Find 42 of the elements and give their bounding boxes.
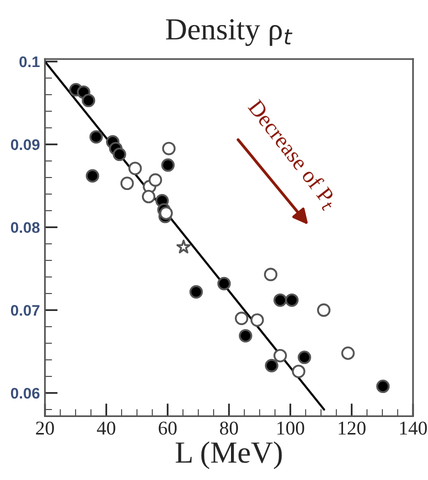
point bbox=[128, 162, 142, 176]
point bbox=[298, 350, 312, 364]
x-tick-label: 120 bbox=[338, 422, 366, 435]
point bbox=[273, 348, 287, 362]
x-axis-title: L (MeV) bbox=[176, 441, 282, 470]
point bbox=[161, 158, 175, 172]
point bbox=[120, 176, 134, 190]
point bbox=[264, 268, 278, 282]
point bbox=[142, 190, 156, 204]
chart-title: Density ρ$_{t}$ bbox=[166, 19, 292, 46]
point bbox=[238, 329, 252, 343]
x-tick-label: 60 bbox=[158, 422, 177, 435]
x-tick-label: 20 bbox=[36, 422, 54, 435]
point bbox=[264, 358, 278, 372]
point bbox=[234, 312, 248, 326]
point bbox=[148, 173, 162, 187]
x-tick-label: 140 bbox=[400, 422, 427, 435]
y-tick-label: 0.07 bbox=[10, 304, 40, 316]
point bbox=[82, 94, 96, 108]
y-tick-label: 0.1 bbox=[19, 56, 40, 68]
point bbox=[89, 130, 103, 144]
point bbox=[176, 240, 191, 254]
point bbox=[217, 276, 231, 290]
point bbox=[285, 293, 299, 307]
y-tick-label: 0.08 bbox=[10, 222, 40, 233]
x-tick-label: 100 bbox=[277, 422, 304, 435]
point bbox=[159, 206, 173, 220]
point bbox=[189, 285, 203, 299]
y-tick-label: 0.09 bbox=[10, 139, 40, 150]
point bbox=[376, 380, 390, 394]
x-tick-label: 80 bbox=[220, 422, 238, 435]
point bbox=[112, 148, 126, 162]
annotation: Decrease of P$_{t}$ bbox=[244, 98, 340, 212]
x-tick-label: 40 bbox=[96, 422, 116, 435]
point bbox=[292, 364, 306, 378]
point bbox=[341, 346, 355, 360]
point bbox=[86, 169, 100, 183]
point bbox=[162, 142, 176, 156]
y-tick-label: 0.06 bbox=[10, 388, 40, 399]
point bbox=[273, 293, 287, 307]
point bbox=[317, 303, 330, 317]
point bbox=[250, 313, 264, 327]
